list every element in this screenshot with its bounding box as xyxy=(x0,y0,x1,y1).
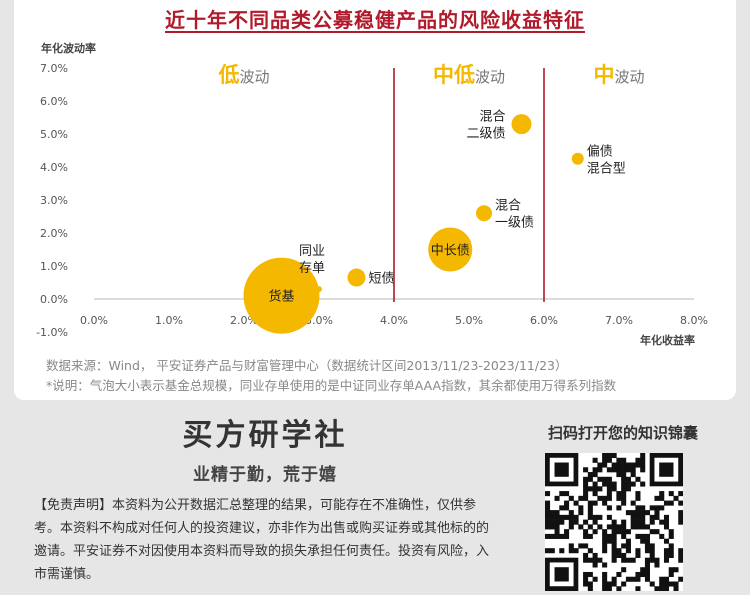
bubble-label: 一级债 xyxy=(495,216,534,231)
y-tick-label: 6.0% xyxy=(40,95,68,108)
y-tick-label: 0.0% xyxy=(40,293,68,306)
brand-slogan: 业精于勤，荒于嬉 xyxy=(193,465,337,485)
x-tick-label: 8.0% xyxy=(680,314,708,327)
bubble-point xyxy=(243,257,320,334)
bubble-point xyxy=(476,205,492,222)
brand-name: 买方研学社 xyxy=(182,418,348,453)
bubble-point xyxy=(347,268,366,287)
bubble-label: 混合型 xyxy=(587,161,626,176)
x-tick-label: 0.0% xyxy=(80,314,108,327)
bubble-label: 中长债 xyxy=(431,244,470,259)
bubble-label: 二级债 xyxy=(466,127,505,142)
y-tick-label: 2.0% xyxy=(40,227,68,240)
explanation-note: *说明：气泡大小表示基金总规模，同业存单使用的是中证同业存单AAA指数，其余都使… xyxy=(46,378,617,393)
y-axis-title: 年化波动率 xyxy=(41,41,96,55)
y-tick-label: 3.0% xyxy=(40,194,68,207)
y-tick-label: 5.0% xyxy=(40,128,68,141)
x-axis-title: 年化收益率 xyxy=(640,333,695,347)
qr-caption: 扫码打开您的知识锦囊 xyxy=(547,424,698,442)
x-tick-label: 7.0% xyxy=(605,314,633,327)
bubble-point xyxy=(511,114,532,135)
y-tick-label: -1.0% xyxy=(36,326,68,339)
chart-title: 近十年不同品类公募稳健产品的风险收益特征 xyxy=(165,8,585,32)
x-tick-label: 5.0% xyxy=(455,314,483,327)
bubble-label: 存单 xyxy=(299,261,325,276)
bubble-point xyxy=(428,227,473,272)
y-tick-label: 7.0% xyxy=(40,62,68,75)
region-label: 中波动 xyxy=(593,63,644,87)
bubble-label: 短债 xyxy=(369,272,395,287)
bubble-chart: -1.0% 0.0% 1.0% 2.0% 3.0% 4.0% 5.0% 6.0% 7.0% 0.0… xyxy=(36,41,708,347)
bubble-label: 混合 xyxy=(495,199,521,214)
qr-code[interactable] xyxy=(545,453,684,592)
y-tick-label: 4.0% xyxy=(40,161,68,174)
region-label: 中低波动 xyxy=(433,63,505,87)
x-tick-label: 6.0% xyxy=(530,314,558,327)
x-tick-label: 4.0% xyxy=(380,314,408,327)
bubble-label: 货基 xyxy=(268,289,294,305)
source-note: 数据来源：Wind， 平安证券产品与财富管理中心（数据统计区间2013/11/2… xyxy=(46,358,568,373)
bubble-label: 混合 xyxy=(479,110,505,125)
disclaimer-text: 【免责声明】本资料为公开数据汇总整理的结果，可能存在不准确性，仅供参考。本资料不… xyxy=(34,498,490,582)
bubble-point xyxy=(316,286,322,293)
bubble-label: 偏债 xyxy=(587,144,613,159)
chart-card: 近十年不同品类公募稳健产品的风险收益特征 -1.0% 0.0% 1.0% 2.0% 3.… xyxy=(14,0,736,400)
bubble-label: 同业 xyxy=(299,244,325,259)
y-tick-label: 1.0% xyxy=(40,260,68,273)
x-tick-label: 1.0% xyxy=(155,314,183,327)
bubble-point xyxy=(571,152,584,165)
region-label: 低波动 xyxy=(217,63,269,87)
